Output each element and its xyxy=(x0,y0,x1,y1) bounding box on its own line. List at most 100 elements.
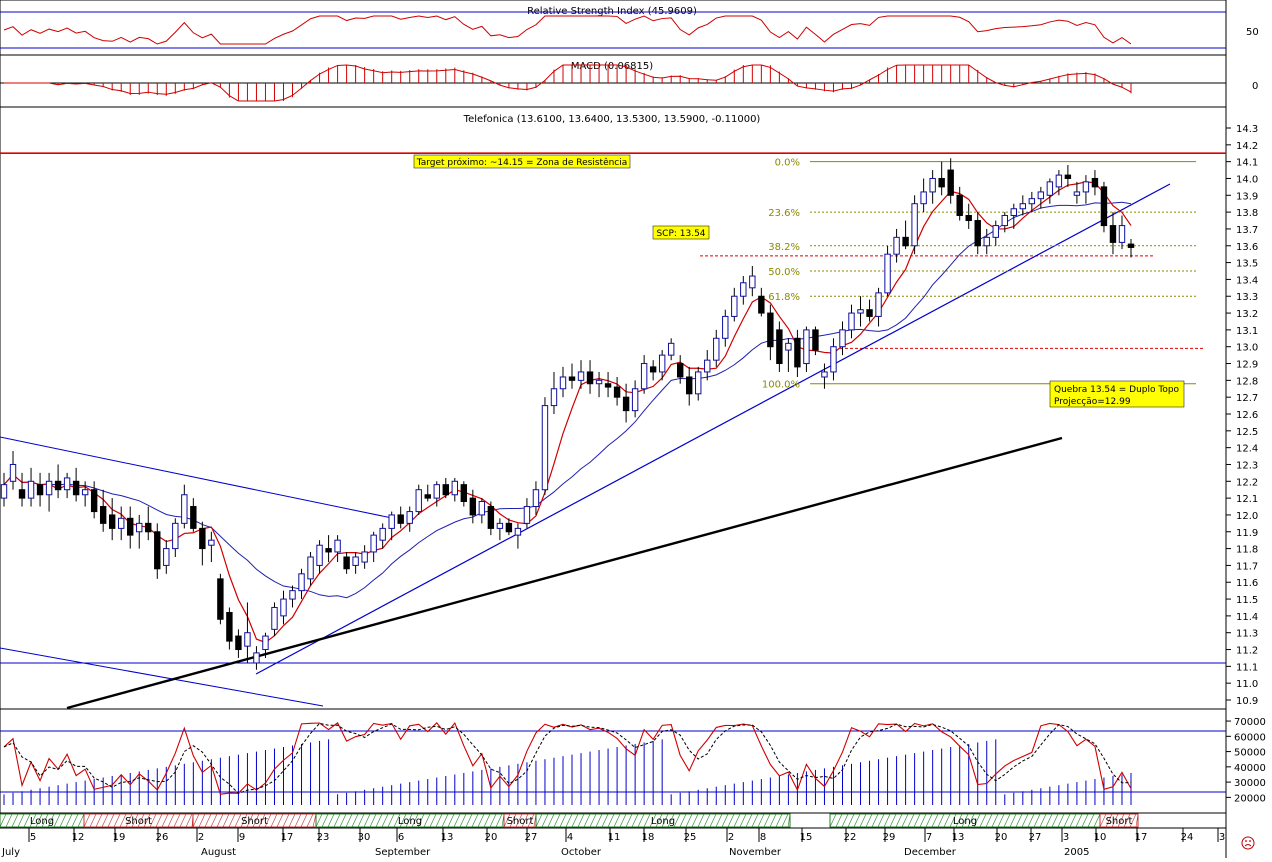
band-hatch xyxy=(979,813,987,828)
band-hatch xyxy=(234,813,242,828)
candle-up xyxy=(289,590,296,600)
band-hatch xyxy=(1105,813,1113,828)
band-hatch xyxy=(483,813,491,828)
band-hatch xyxy=(673,813,681,828)
sad-face-icon xyxy=(1241,836,1255,850)
band-hatch xyxy=(739,813,747,828)
band-hatch xyxy=(339,813,347,828)
band-hatch xyxy=(47,813,55,828)
band-hatch xyxy=(210,813,218,828)
band-hatch xyxy=(931,813,939,828)
month-label: November xyxy=(729,847,782,858)
candle-up xyxy=(352,556,359,566)
target-annotation: Target próximo: ~14.15 = Zona de Resistê… xyxy=(416,157,628,168)
band-hatch xyxy=(441,813,449,828)
candle-down xyxy=(487,506,495,529)
candle-up xyxy=(9,463,17,482)
month-label: December xyxy=(904,847,957,858)
candle-up xyxy=(1082,181,1090,193)
band-hatch xyxy=(393,813,401,828)
candle-down xyxy=(965,214,972,222)
rsi-line xyxy=(3,15,1132,45)
candle-up xyxy=(136,522,143,533)
day-label: 2 xyxy=(198,832,204,843)
candle-up xyxy=(667,342,675,356)
price-tick-label: 11.5 xyxy=(1236,595,1258,606)
candle-up xyxy=(1019,203,1027,210)
candle-up xyxy=(118,517,125,529)
band-hatch xyxy=(131,813,139,828)
candle-down xyxy=(776,329,783,365)
day-label: 5 xyxy=(30,832,36,843)
candle-down xyxy=(99,506,107,524)
fib-level-label: 38.2% xyxy=(768,242,800,253)
month-label: September xyxy=(375,847,431,858)
band-hatch xyxy=(601,813,609,828)
stoch-tick-label: 20000 xyxy=(1234,793,1266,804)
candle-up xyxy=(695,371,702,395)
candle-down xyxy=(325,548,332,553)
candle-up xyxy=(181,494,188,524)
band-hatch xyxy=(607,813,615,828)
day-label: 30 xyxy=(358,832,371,843)
day-label: 20 xyxy=(485,832,498,843)
candle-up xyxy=(658,354,666,373)
candle-down xyxy=(758,295,765,314)
band-hatch xyxy=(35,813,43,828)
band-hatch xyxy=(871,813,879,828)
band-hatch xyxy=(216,813,224,828)
candle-up xyxy=(929,177,936,193)
band-hatch xyxy=(1075,813,1083,828)
candle-down xyxy=(90,489,98,513)
band-hatch xyxy=(435,813,443,828)
candle-down xyxy=(1091,177,1099,188)
price-tick-label: 12.6 xyxy=(1236,410,1258,421)
candle-down xyxy=(794,337,801,368)
day-label: 3 xyxy=(1063,832,1069,843)
band-hatch xyxy=(763,813,771,828)
band-hatch xyxy=(1063,813,1071,828)
band-hatch xyxy=(547,813,555,828)
band-hatch xyxy=(1027,813,1035,828)
band-hatch xyxy=(447,813,455,828)
month-label: 2005 xyxy=(1064,847,1089,858)
band-hatch xyxy=(17,813,25,828)
band-hatch xyxy=(1015,813,1023,828)
price-tick-label: 11.6 xyxy=(1236,578,1258,589)
stoch-tick-label: 70000 xyxy=(1234,717,1266,728)
scp-annotation: SCP: 13.54 xyxy=(656,229,705,239)
band-hatch xyxy=(252,813,260,828)
band-hatch xyxy=(276,813,284,828)
band-hatch xyxy=(715,813,723,828)
band-hatch xyxy=(583,813,591,828)
band-hatch xyxy=(300,813,308,828)
band-hatch xyxy=(991,813,999,828)
candle-up xyxy=(307,556,314,580)
band-hatch xyxy=(282,813,290,828)
band-hatch xyxy=(637,813,645,828)
day-label: 7 xyxy=(926,832,932,843)
band-hatch xyxy=(222,813,230,828)
band-hatch xyxy=(901,813,909,828)
candle-down xyxy=(72,480,80,496)
price-tick-label: 13.9 xyxy=(1236,191,1258,202)
signal-band-label: Long xyxy=(398,816,422,827)
band-hatch xyxy=(246,813,254,828)
band-hatch xyxy=(101,813,109,828)
band-hatch xyxy=(294,813,302,828)
band-hatch xyxy=(453,813,461,828)
price-tick-label: 12.5 xyxy=(1236,427,1258,438)
band-hatch xyxy=(925,813,933,828)
band-hatch xyxy=(161,813,169,828)
band-hatch xyxy=(429,813,437,828)
long-support-line xyxy=(66,436,1063,710)
candle-up xyxy=(803,329,810,365)
price-tick-label: 11.7 xyxy=(1236,561,1258,572)
candle-up xyxy=(298,573,305,592)
band-hatch xyxy=(11,813,19,828)
band-hatch xyxy=(595,813,603,828)
band-hatch xyxy=(685,813,693,828)
band-hatch xyxy=(1129,813,1137,828)
candle-up xyxy=(857,309,864,314)
band-hatch xyxy=(691,813,699,828)
